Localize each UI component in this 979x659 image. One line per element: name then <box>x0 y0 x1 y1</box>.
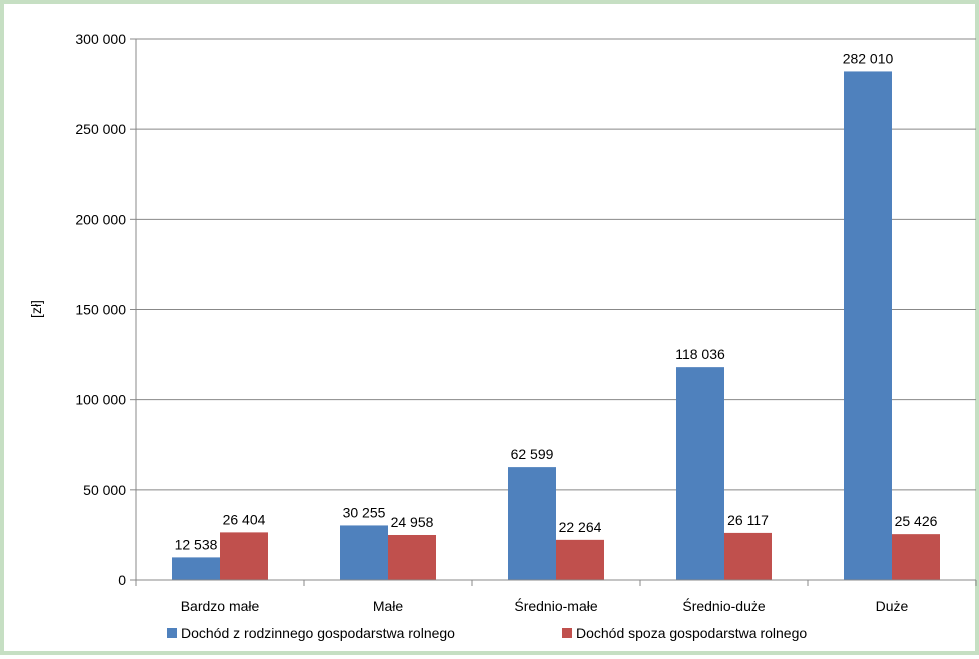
data-label: 30 255 <box>343 504 386 520</box>
y-tick-label: 150 000 <box>75 302 126 318</box>
bar-farm-income <box>340 525 388 580</box>
x-axis: Bardzo małe Małe Średnio-małe Średnio-duże D… <box>135 579 977 614</box>
bar-off-farm-income <box>724 532 772 580</box>
legend-entry: Dochód spoza gospodarstwa rolnego <box>576 625 807 641</box>
bar-farm-income <box>172 557 220 580</box>
legend: Dochód z rodzinnego gospodarstwa rolnego… <box>167 625 807 641</box>
data-label: 22 264 <box>559 519 602 535</box>
x-tick-label: Średnio-duże <box>682 597 765 614</box>
bar-off-farm-income <box>556 539 604 580</box>
bar-off-farm-income <box>388 534 436 580</box>
y-tick-label: 250 000 <box>75 121 126 137</box>
x-tick-label: Duże <box>876 598 909 614</box>
y-tick-label: 300 000 <box>75 31 126 47</box>
bar-chart: 0 50 000 100 000 150 000 200 000 250 000 300 0… <box>28 31 977 641</box>
y-axis: 0 50 000 100 000 150 000 200 000 250 000 300 0… <box>75 31 137 588</box>
data-label: 118 036 <box>675 346 725 362</box>
legend-swatch <box>167 628 177 638</box>
x-tick-label: Średnio-małe <box>514 597 597 614</box>
data-label: 25 426 <box>895 513 938 529</box>
bar-off-farm-income <box>892 534 940 580</box>
x-tick-label: Małe <box>373 598 404 614</box>
y-tick-label: 0 <box>118 572 126 588</box>
bar-off-farm-income <box>220 532 268 580</box>
y-tick-label: 100 000 <box>75 392 126 408</box>
y-tick-label: 200 000 <box>75 211 126 227</box>
y-tick-label: 50 000 <box>83 482 126 498</box>
bars <box>172 71 940 581</box>
x-tick-label: Bardzo małe <box>181 598 260 614</box>
bar-farm-income <box>508 467 556 580</box>
gridlines <box>136 38 976 491</box>
legend-entry: Dochód z rodzinnego gospodarstwa rolnego <box>181 625 455 641</box>
legend-swatch <box>562 628 572 638</box>
data-labels: 12 538 26 404 30 255 24 958 62 599 22 264 118 … <box>175 50 938 552</box>
data-label: 26 117 <box>727 512 769 528</box>
y-axis-label: [zł] <box>28 300 44 318</box>
data-label: 282 010 <box>843 50 894 66</box>
data-label: 12 538 <box>175 536 218 552</box>
data-label: 62 599 <box>511 446 554 462</box>
data-label: 26 404 <box>223 511 266 527</box>
bar-farm-income <box>676 367 724 580</box>
bar-farm-income <box>844 71 892 581</box>
data-label: 24 958 <box>391 514 434 530</box>
